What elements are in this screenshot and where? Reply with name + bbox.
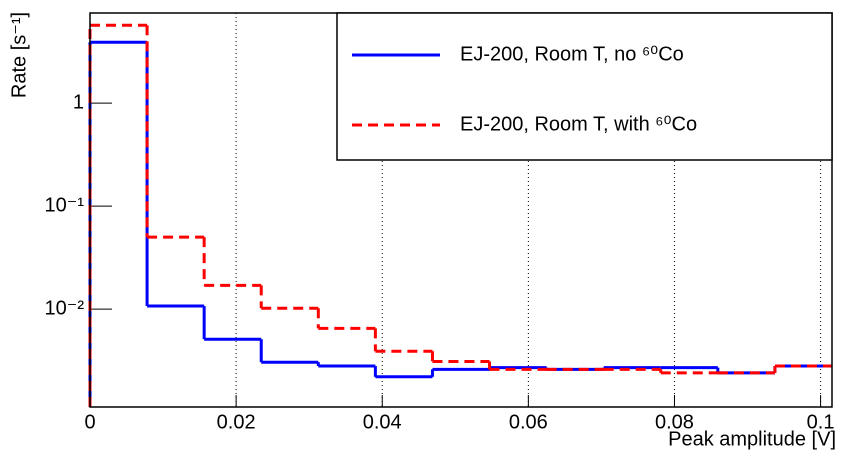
x-tick-label: 0.04 bbox=[363, 411, 402, 433]
x-axis-label: Peak amplitude [V] bbox=[668, 428, 836, 450]
legend-label: EJ-200, Room T, with ⁶⁰Co bbox=[460, 113, 697, 135]
x-tick-label: 0.1 bbox=[807, 411, 835, 433]
x-tick-label: 0.02 bbox=[217, 411, 256, 433]
x-tick-label: 0.06 bbox=[509, 411, 548, 433]
x-tick-label: 0.08 bbox=[655, 411, 694, 433]
y-tick-label: 10⁻¹ bbox=[45, 194, 85, 216]
legend-label: EJ-200, Room T, no ⁶⁰Co bbox=[460, 43, 684, 65]
y-tick-label: 10⁻² bbox=[45, 297, 85, 319]
legend-box bbox=[336, 12, 833, 161]
y-axis-label: Rate [s⁻¹] bbox=[8, 12, 30, 98]
y-tick-label: 1 bbox=[73, 91, 84, 113]
x-tick-label: 0 bbox=[84, 411, 95, 433]
